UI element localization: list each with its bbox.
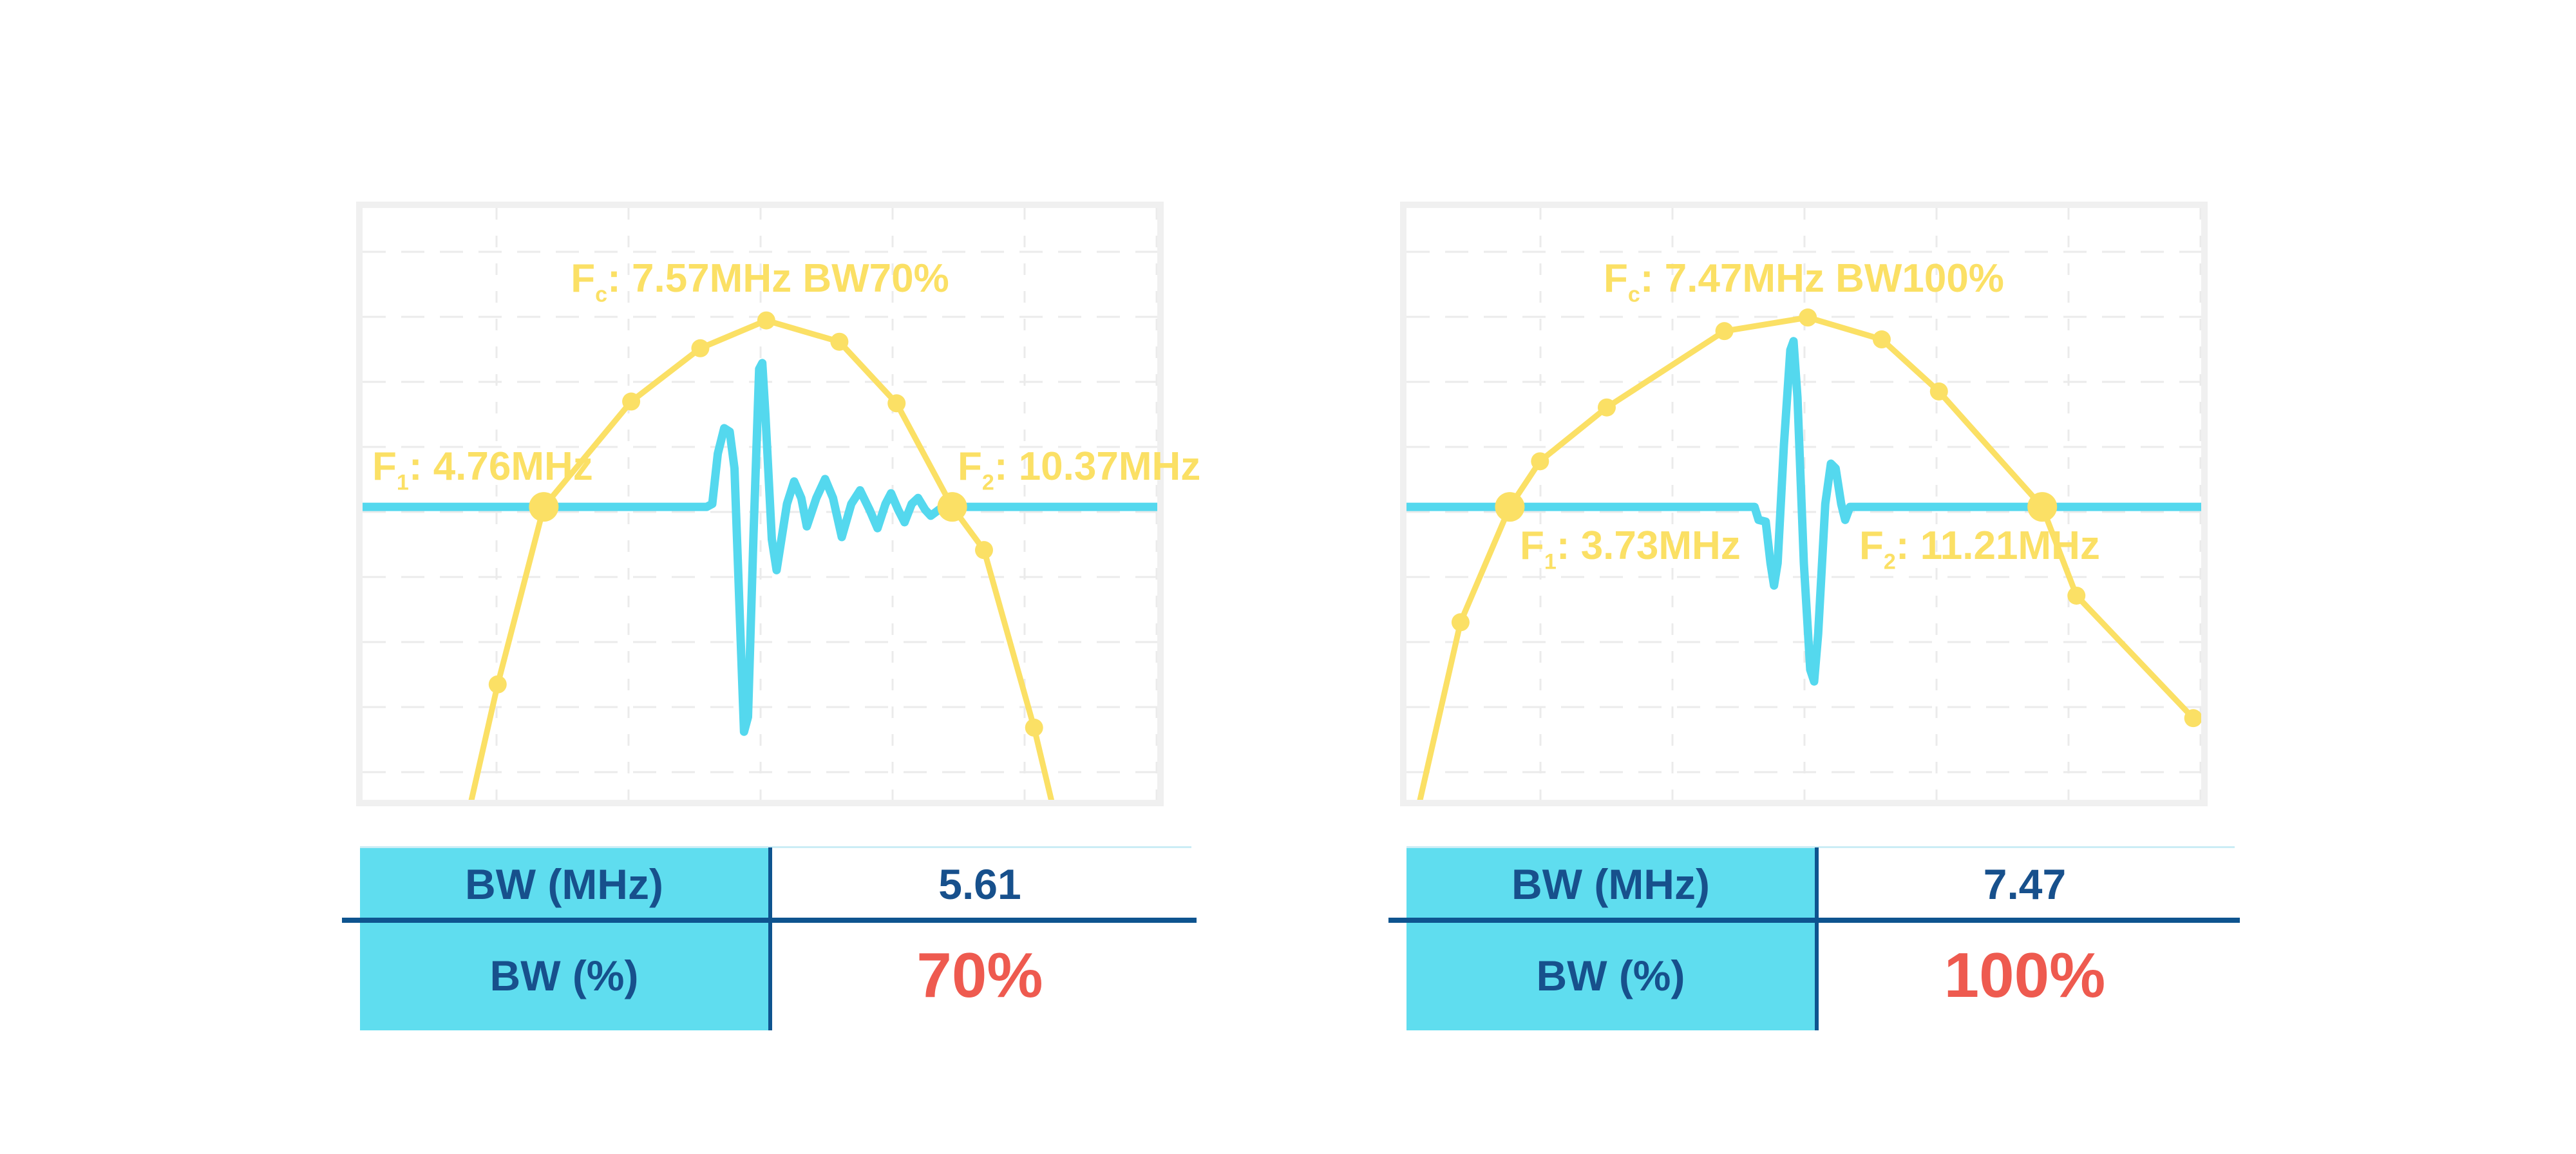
panel-bw70: Fc: 7.57MHz BW70% F1: 4.76MHz F2: 10.37M… (342, 202, 1200, 1032)
spectrum-marker-dot (691, 339, 710, 357)
spectrum-marker-dot (974, 541, 993, 560)
table-top-border (360, 846, 1191, 848)
panel-bw100: Fc: 7.47MHz BW100% F1: 3.73MHz F2: 11.21… (1388, 202, 2240, 1032)
plot-svg-0 (363, 208, 1157, 800)
spectrum-marker-dot (488, 675, 507, 694)
center-frequency-label: Fc: 7.47MHz BW100% (1604, 256, 2004, 307)
plot-bw100: Fc: 7.47MHz BW100% F1: 3.73MHz F2: 11.21… (1400, 202, 2208, 806)
table-top-border (1406, 846, 2235, 848)
spectrum-marker-dot (1715, 322, 1734, 341)
center-frequency-label: Fc: 7.57MHz BW70% (571, 256, 949, 307)
bw-table-100: BW (MHz) 7.47 BW (%) 100% (1388, 846, 2240, 1030)
table-label-cell: BW (MHz) (360, 847, 768, 920)
table-value-cell: 100% (1815, 920, 2235, 1030)
spectrum-curve (1417, 314, 2197, 800)
f2-label: F2: 10.37MHz (958, 444, 1201, 495)
table-divider-line (1388, 918, 2240, 923)
table-row: BW (%) 100% (1406, 920, 2235, 1030)
spectrum-marker-dot (1451, 613, 1470, 632)
spectrum-marker-dot (830, 332, 849, 351)
table-value-cell: 5.61 (768, 847, 1191, 920)
spectrum-marker-dot (1872, 330, 1891, 349)
bandwidth-marker-dot (529, 492, 559, 522)
table-value-cell: 7.47 (1815, 847, 2235, 920)
bw-table-70: BW (MHz) 5.61 BW (%) 70% (342, 846, 1197, 1030)
spectrum-marker-dot (2067, 586, 2086, 605)
table-label-cell: BW (%) (360, 920, 768, 1030)
spectrum-marker-dot (757, 311, 775, 330)
table-column-divider (1815, 847, 1819, 1030)
table-label-cell: BW (MHz) (1406, 847, 1815, 920)
spectrum-marker-dot (1799, 308, 1817, 327)
f1-label: F1: 3.73MHz (1520, 524, 1741, 574)
table-value-cell: 70% (768, 920, 1191, 1030)
spectrum-marker-dot (1929, 382, 1948, 401)
spectrum-marker-dot (887, 394, 906, 413)
spectrum-marker-dot (1025, 718, 1043, 737)
bandwidth-marker-dot (1495, 492, 1525, 522)
pulse-waveform-curve (1406, 337, 2201, 686)
spectrum-marker-dot (622, 392, 641, 411)
table-divider-line (342, 918, 1197, 923)
spectrum-marker-dot (1597, 398, 1616, 417)
spectrum-marker-dot (1531, 452, 1549, 471)
table-row: BW (MHz) 7.47 (1406, 847, 2235, 920)
table-row: BW (MHz) 5.61 (360, 847, 1191, 920)
f1-label: F1: 4.76MHz (372, 444, 593, 495)
spectrum-marker-dot (2184, 709, 2201, 728)
plot-svg-1 (1406, 208, 2201, 800)
plot-bw70: Fc: 7.57MHz BW70% F1: 4.76MHz F2: 10.37M… (356, 202, 1200, 806)
table-column-divider (768, 847, 772, 1030)
bandwidth-marker-dot (937, 492, 967, 522)
spectrum-curve (468, 317, 1055, 800)
f2-label: F2: 11.21MHz (1859, 524, 2100, 574)
table-label-cell: BW (%) (1406, 920, 1815, 1030)
bandwidth-marker-dot (2027, 492, 2058, 522)
pulse-waveform-curve (363, 359, 1157, 736)
table-row: BW (%) 70% (360, 920, 1191, 1030)
